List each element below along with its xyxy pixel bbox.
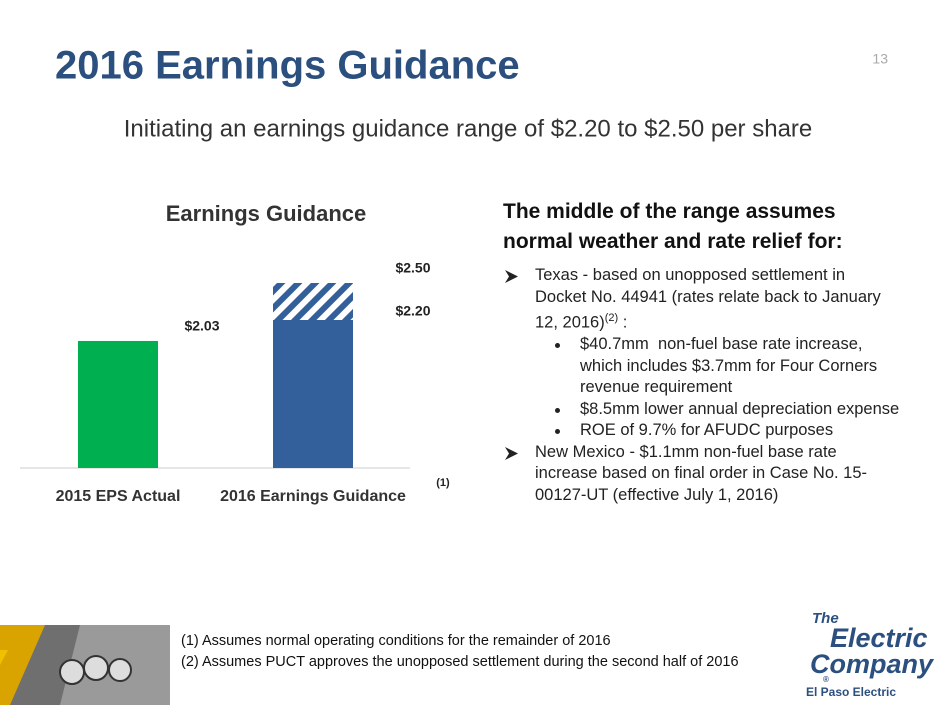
sub-item: $40.7mm non-fuel base rate increase, whi… bbox=[503, 334, 900, 399]
bullet-text: New Mexico - $1.1mm non-fuel base rate i… bbox=[535, 442, 868, 504]
footnotes: (1) Assumes normal operating conditions … bbox=[181, 631, 739, 673]
logo-name: El Paso Electric bbox=[806, 685, 896, 699]
bullet-item: New Mexico - $1.1mm non-fuel base rate i… bbox=[503, 442, 895, 507]
logo-line: Company bbox=[810, 649, 935, 679]
bullet-tail: : bbox=[618, 313, 628, 332]
sub-item: $8.5mm lower annual depreciation expense bbox=[503, 399, 900, 421]
sub-item: ROE of 9.7% for AFUDC purposes bbox=[503, 420, 900, 442]
bullet-item: Texas - based on unopposed settlement in… bbox=[503, 265, 899, 442]
assumptions-heading: The middle of the range assumes normal w… bbox=[503, 200, 843, 253]
superscript: (2) bbox=[604, 312, 619, 324]
sub-text: ROE of 9.7% for AFUDC purposes bbox=[580, 421, 834, 439]
sub-dot bbox=[555, 343, 560, 348]
footnote: (1) Assumes normal operating conditions … bbox=[181, 633, 611, 649]
footnote: (2) Assumes PUCT approves the unopposed … bbox=[181, 654, 739, 670]
sub-text: $8.5mm lower annual depreciation expense bbox=[580, 399, 900, 418]
assumptions-list: Texas - based on unopposed settlement in… bbox=[503, 265, 899, 507]
bar bbox=[78, 340, 158, 468]
page-number: 13 bbox=[872, 51, 888, 67]
logo-mark: ® bbox=[823, 675, 829, 684]
bullet-text: Texas - based on unopposed settlement in… bbox=[535, 266, 881, 332]
value-label: $2.20 bbox=[395, 303, 430, 319]
arrow bbox=[505, 270, 518, 283]
value-label: $2.03 bbox=[184, 318, 219, 334]
bar bbox=[273, 320, 353, 468]
chart-title: Earnings Guidance bbox=[166, 201, 367, 226]
logo: The Electric Company ® El Paso Electric bbox=[806, 610, 935, 699]
x-tick-label: 2015 EPS Actual bbox=[56, 488, 181, 505]
photo bbox=[0, 625, 170, 705]
slide-title: 2016 Earnings Guidance bbox=[55, 44, 520, 88]
range-bar bbox=[273, 283, 353, 320]
arrow bbox=[505, 446, 518, 460]
bullet-arrow bbox=[505, 270, 518, 283]
bullet-arrow bbox=[505, 446, 518, 460]
logo-line: Electric bbox=[830, 623, 928, 653]
subtitle: Initiating an earnings guidance range of… bbox=[124, 115, 813, 142]
value-label: $2.50 bbox=[395, 260, 430, 276]
sub-dot bbox=[555, 407, 560, 413]
sub-text: $40.7mm non-fuel base rate increase, whi… bbox=[580, 335, 882, 396]
chart-note: (1) bbox=[436, 477, 450, 489]
sub-dot bbox=[555, 429, 560, 434]
logo-line: The bbox=[812, 610, 839, 627]
x-tick-label: 2016 Earnings Guidance bbox=[220, 488, 406, 505]
